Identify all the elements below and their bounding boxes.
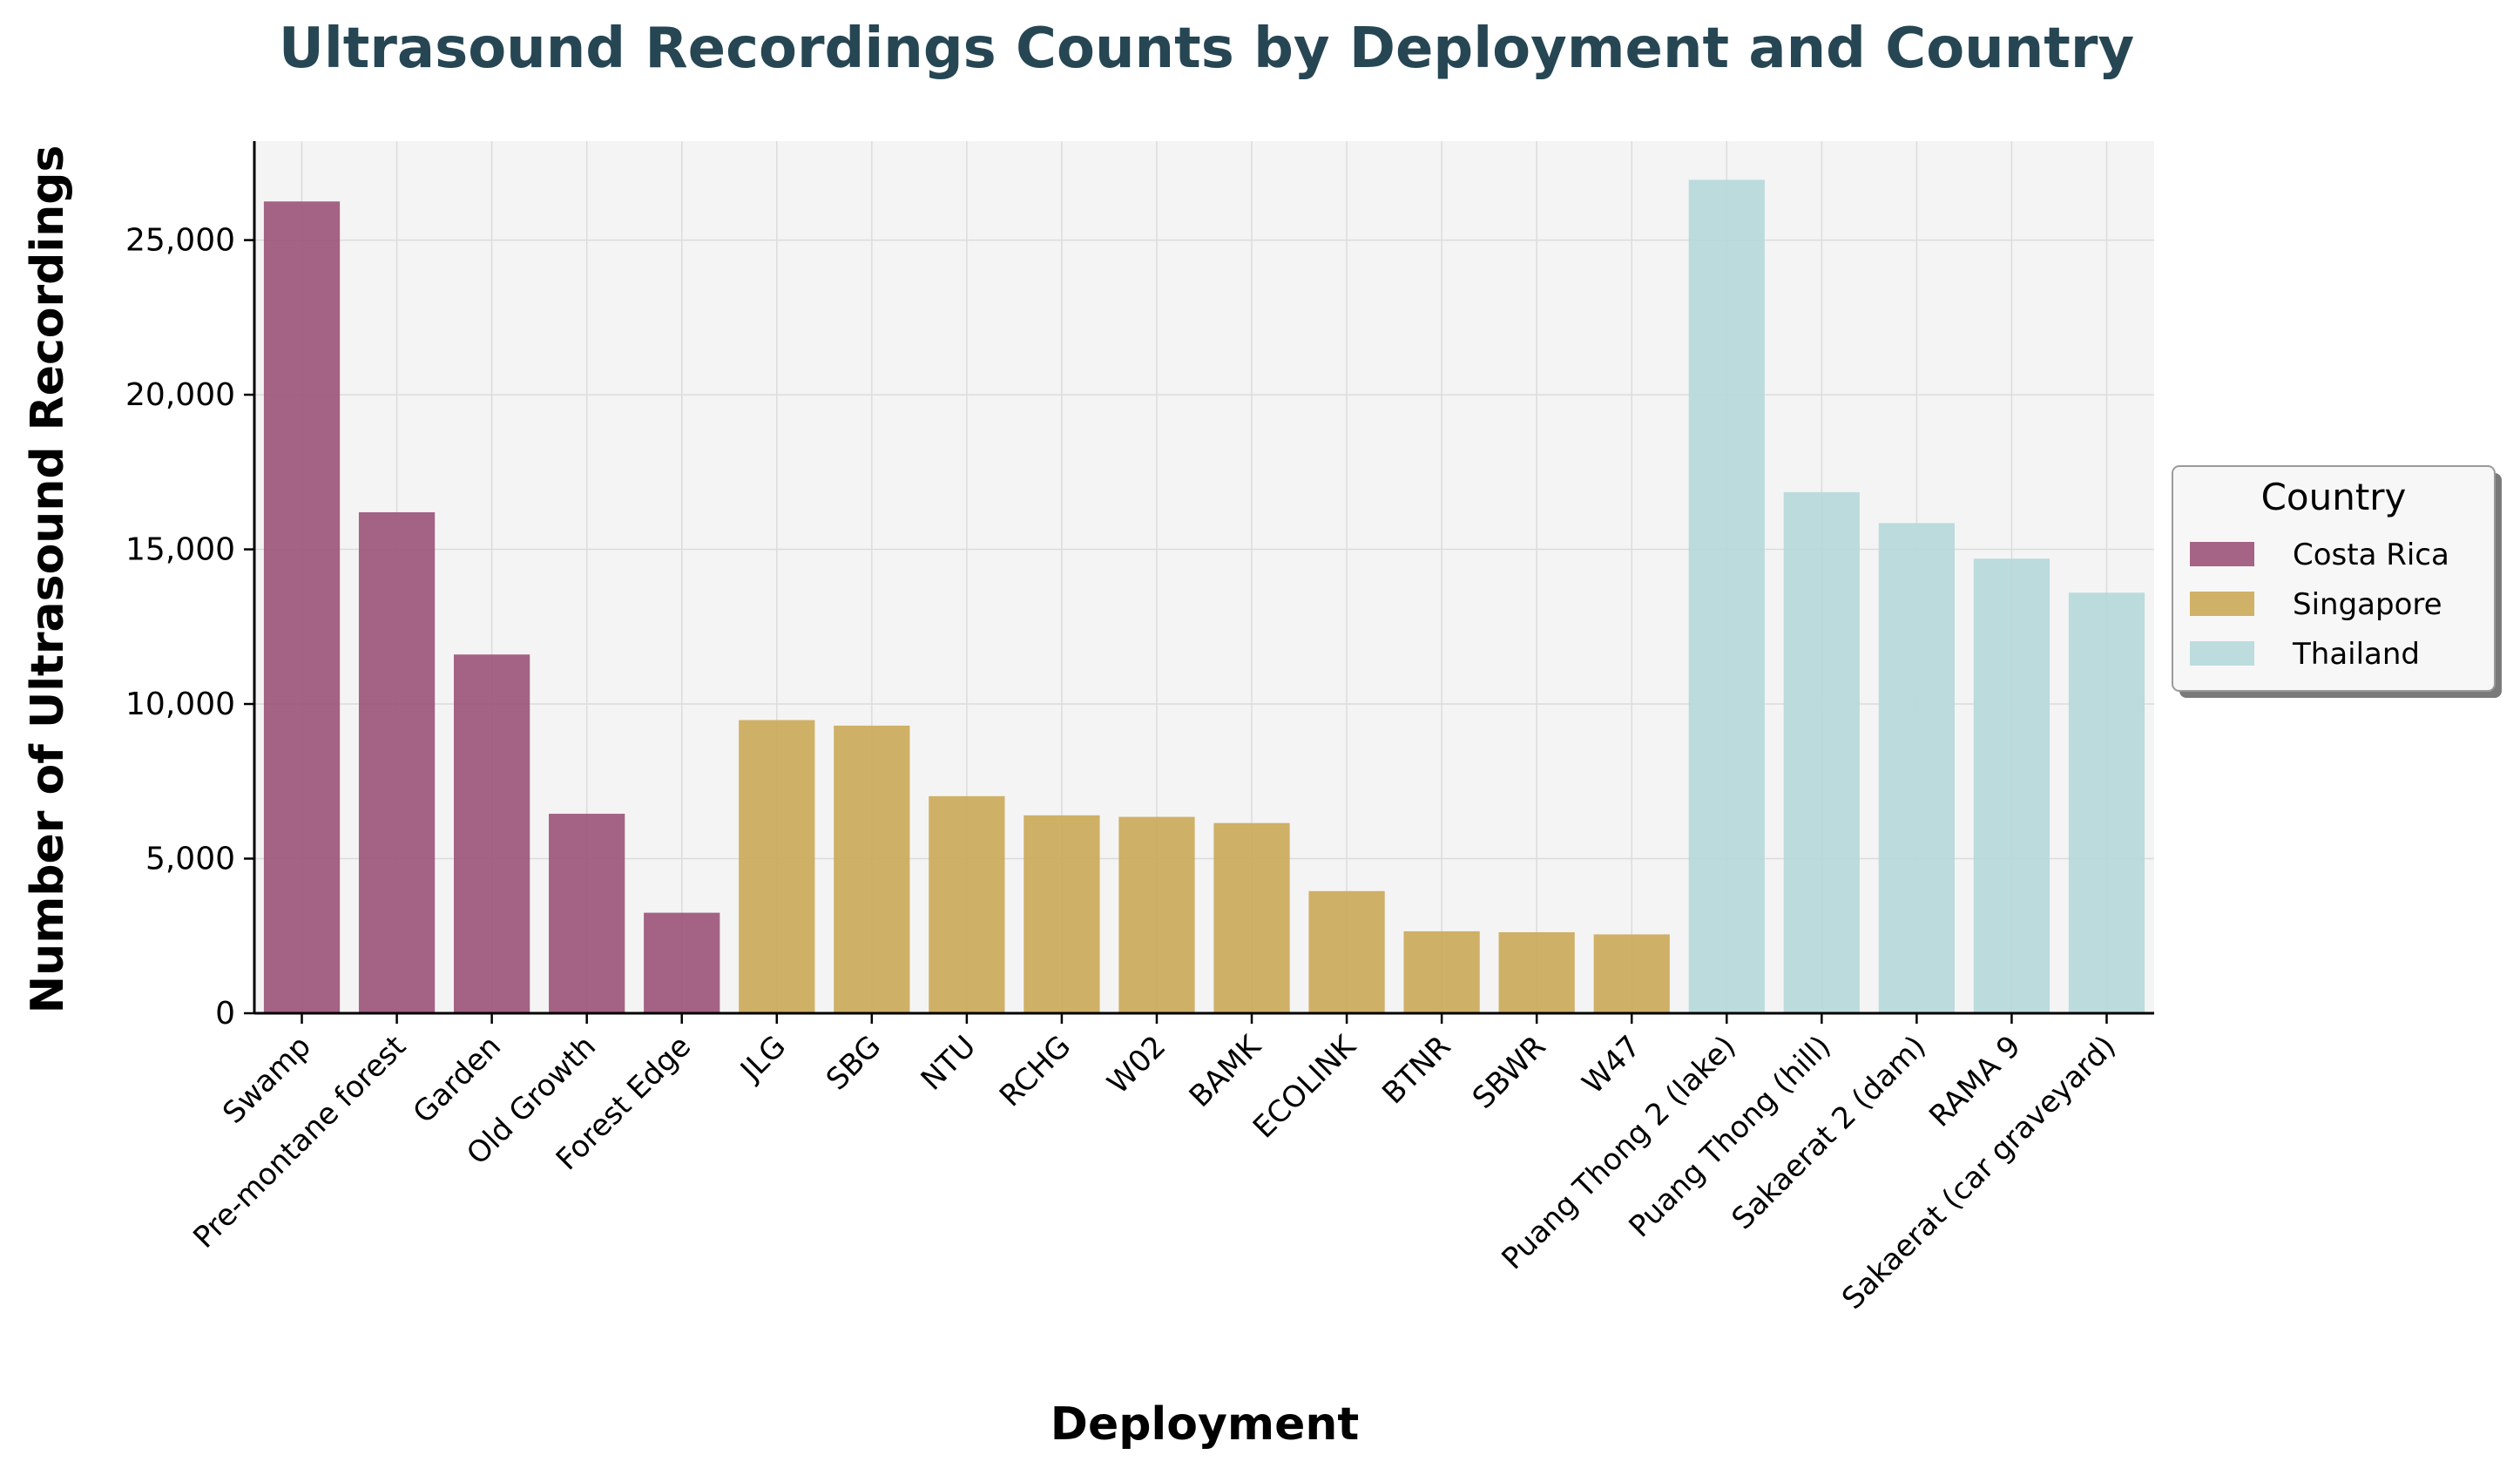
bar-w02 <box>1118 816 1195 1013</box>
bar-bamk <box>1213 822 1290 1013</box>
bar-sbg <box>834 725 910 1013</box>
bar-jlg <box>739 720 815 1013</box>
bar-sakaerat-2-dam <box>1878 523 1955 1013</box>
y-tick-label: 0 <box>215 996 235 1032</box>
legend-entries: Costa Rica Singapore Thailand <box>2190 538 2449 672</box>
y-tick-label: 10,000 <box>125 687 235 722</box>
legend-label: Thailand <box>2292 637 2420 672</box>
chart-title: Ultrasound Recordings Counts by Deployme… <box>279 17 2134 81</box>
legend-swatch <box>2190 641 2254 666</box>
bar-forest-edge <box>644 912 720 1013</box>
bar-swamp <box>263 201 341 1013</box>
x-axis-label: Deployment <box>1051 1398 1359 1451</box>
y-tick-label: 5,000 <box>145 842 235 877</box>
legend-label: Singapore <box>2293 587 2442 622</box>
bar-garden <box>454 654 530 1013</box>
plot-background <box>254 141 2154 1013</box>
y-tick-label: 15,000 <box>125 532 235 568</box>
y-tick-label: 25,000 <box>125 223 235 259</box>
x-tick-label: NTU <box>915 1029 983 1098</box>
x-tick-label: ECOLINK <box>1246 1028 1364 1146</box>
legend-label: Costa Rica <box>2293 538 2449 572</box>
bars <box>263 179 2145 1014</box>
legend-swatch <box>2190 542 2254 566</box>
x-tick-label: W47 <box>1576 1029 1648 1101</box>
axes <box>253 141 2154 1015</box>
x-tick-label: SBWR <box>1466 1029 1553 1116</box>
bar-rchg <box>1024 815 1100 1013</box>
bar-w47 <box>1593 934 1670 1013</box>
bar-puang-thong-2-lake <box>1688 179 1765 1014</box>
legend-title: Country <box>2261 476 2407 518</box>
bar-puang-thong-hill <box>1783 491 1860 1013</box>
x-tick-label: W02 <box>1101 1029 1173 1101</box>
bar-ecolink <box>1308 890 1385 1013</box>
bar-sakaerat-car-graveyard <box>2068 592 2145 1013</box>
legend-swatch <box>2190 592 2254 616</box>
x-tick-label: SBG <box>820 1029 888 1097</box>
y-axis-ticks: 0 5,000 10,000 15,000 20,000 25,000 <box>125 223 254 1032</box>
x-tick-label: BTNR <box>1375 1029 1457 1111</box>
x-tick-label: RCHG <box>993 1029 1078 1113</box>
x-tick-label: BAMK <box>1183 1028 1269 1114</box>
legend-box <box>2172 465 2496 692</box>
y-axis-label: Number of Ultrasound Recordings <box>22 145 74 1014</box>
y-tick-label: 20,000 <box>125 377 235 413</box>
bar-old-growth <box>549 814 625 1013</box>
x-tick-label: JLG <box>733 1029 793 1089</box>
bar-rama-9 <box>1973 558 2050 1013</box>
bar-btnr <box>1403 930 1480 1013</box>
bar-ntu <box>929 795 1005 1013</box>
bar-sbwr <box>1498 931 1575 1013</box>
legend: Country Costa Rica Singapore Thailand <box>2172 465 2502 698</box>
bar-pre-montane-forest <box>358 511 436 1013</box>
